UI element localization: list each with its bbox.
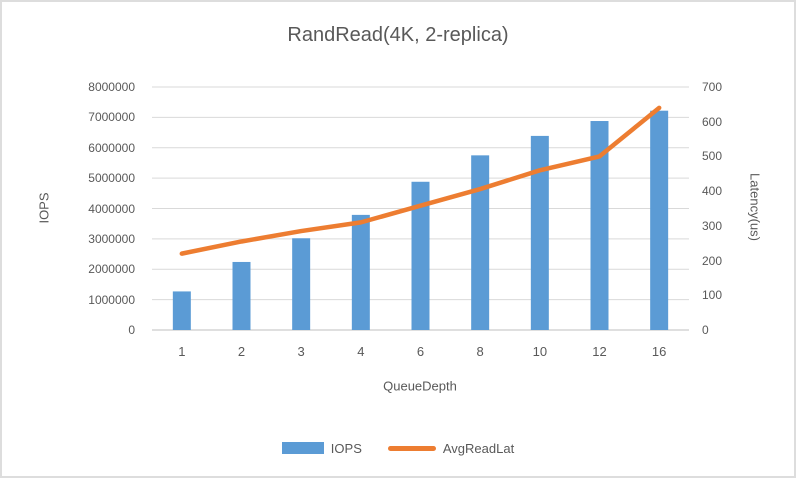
x-axis-tick: 10 [532, 344, 548, 359]
bar-iops [172, 291, 191, 330]
left-axis-tick: 0 [128, 323, 135, 337]
bar-iops [232, 261, 251, 330]
left-axis-title: IOPS [36, 192, 52, 224]
bar-iops [411, 181, 430, 330]
bar-iops [530, 135, 549, 330]
legend-label-avgreadlat: AvgReadLat [442, 440, 515, 456]
right-axis-tick: 400 [702, 184, 723, 199]
bar-iops [590, 121, 609, 331]
right-axis-tick: 300 [702, 218, 723, 233]
x-axis-tick: 2 [237, 344, 246, 359]
chart-title: RandRead(4K, 2-replica) [287, 24, 509, 46]
legend-item-avgreadlat: AvgReadLat [387, 440, 515, 456]
x-axis-tick: 16 [651, 344, 667, 359]
right-axis-tick: 200 [702, 253, 723, 268]
bar-iops [650, 110, 669, 330]
legend-line-swatch-icon [387, 445, 436, 451]
right-axis-tick: 100 [702, 288, 723, 303]
legend-label-iops: IOPS [330, 440, 362, 456]
left-axis-tick: 1000000 [88, 292, 135, 307]
right-axis-tick: 500 [702, 149, 723, 164]
x-axis-tick: 6 [416, 344, 425, 359]
line-avgreadlat [179, 105, 662, 256]
right-axis-tick: 700 [702, 80, 723, 94]
left-axis-tick: 2000000 [88, 262, 135, 277]
x-axis-tick: 12 [592, 344, 607, 359]
left-axis-tick: 4000000 [88, 201, 135, 216]
x-axis-tick: 1 [178, 344, 186, 359]
bar-iops [471, 155, 490, 330]
legend-item-iops: IOPS [281, 440, 362, 456]
bar-iops [351, 214, 370, 330]
x-axis-tick: 4 [357, 344, 365, 359]
left-axis-tick: 7000000 [88, 110, 135, 125]
left-axis-tick: 3000000 [88, 231, 135, 246]
legend-bar-swatch-icon [281, 442, 324, 454]
right-axis-title: Latency(us) [747, 173, 763, 241]
left-axis-tick: 5000000 [88, 171, 135, 186]
left-axis-tick: 6000000 [88, 140, 135, 155]
bar-iops [292, 238, 311, 330]
right-axis-tick: 600 [702, 114, 723, 129]
x-axis-tick: 3 [297, 344, 305, 359]
legend: IOPS AvgReadLat [2, 434, 794, 462]
x-axis-tick: 8 [476, 344, 484, 359]
x-axis-title: QueueDepth [383, 378, 457, 394]
left-axis-tick: 8000000 [88, 80, 135, 94]
right-axis-tick: 0 [702, 323, 709, 337]
